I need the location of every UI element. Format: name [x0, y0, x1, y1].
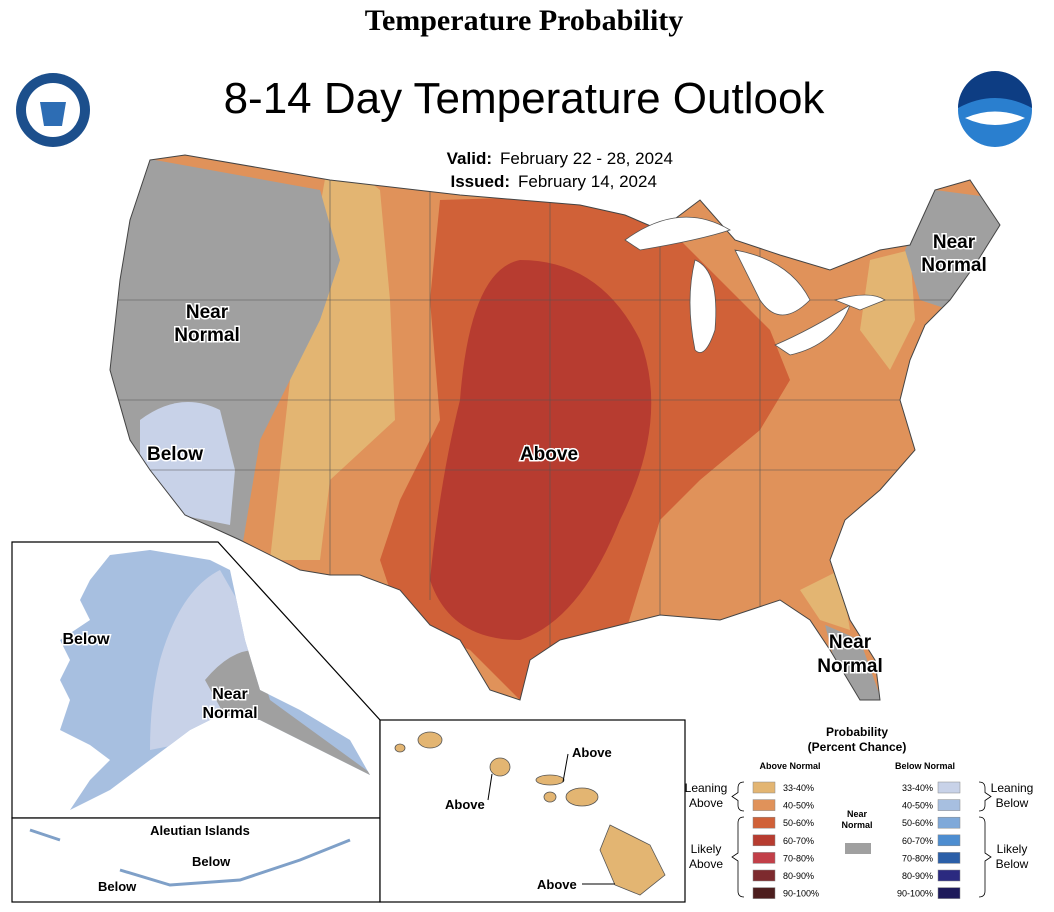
- legend-brace: [731, 781, 745, 812]
- legend-title: Probability (Percent Chance): [808, 725, 907, 754]
- legend-label: 60-70%: [902, 836, 933, 846]
- great-lakes: [624, 216, 886, 356]
- page-title: Temperature Probability: [365, 4, 684, 37]
- legend-swatch: [937, 781, 961, 794]
- aleutian-islands: [29, 828, 351, 887]
- legend-swatch: [752, 781, 776, 794]
- legend-group-line: Likely: [997, 842, 1028, 856]
- region-label: Above: [520, 444, 578, 465]
- legend-label: 90-100%: [783, 889, 819, 899]
- issued-label: Issued:: [450, 172, 510, 191]
- legend-group-line: Above: [689, 857, 723, 871]
- legend-label: 33-40%: [783, 783, 814, 793]
- legend-swatch: [752, 816, 776, 829]
- region-label: Below: [192, 854, 231, 869]
- legend-group: Likely Below: [996, 842, 1029, 871]
- legend-swatch: [937, 887, 961, 899]
- map-title: 8-14 Day Temperature Outlook: [224, 74, 826, 123]
- legend-label: 40-50%: [902, 801, 933, 811]
- legend-swatch: [937, 816, 961, 829]
- region-label: Above: [445, 797, 485, 812]
- legend-group: Likely Above: [689, 842, 723, 871]
- leader-lines: [487, 753, 615, 885]
- legend-swatch: [937, 799, 961, 811]
- region-label: Near Normal: [817, 632, 882, 677]
- legend-group-line: Below: [996, 796, 1029, 810]
- valid-dates: February 22 - 28, 2024: [500, 149, 673, 168]
- region-label: Above: [537, 877, 577, 892]
- inset-title: Aleutian Islands: [150, 823, 250, 838]
- legend-label: 50-60%: [783, 818, 814, 828]
- region-label: Below: [147, 444, 203, 465]
- legend-brace: [978, 781, 992, 812]
- noaa-logo: [958, 71, 1032, 147]
- legend-brace: [731, 816, 745, 898]
- conus-map: [110, 155, 1000, 700]
- legend-label: 60-70%: [783, 836, 814, 846]
- conus-outline: [109, 154, 1001, 701]
- legend-header: Above Normal: [759, 761, 820, 771]
- legend-swatch: [752, 834, 776, 847]
- legend-near: Near Normal: [841, 809, 872, 830]
- legend-group: Leaning Below: [991, 781, 1034, 810]
- legend-swatch: [752, 869, 776, 882]
- legend-group: Leaning Above: [685, 781, 728, 810]
- legend-swatch: [937, 852, 961, 864]
- legend-label: 70-80%: [902, 853, 933, 863]
- legend: Probability (Percent Chance) Above Normal…: [685, 725, 1034, 899]
- legend-label: 80-90%: [783, 871, 814, 881]
- legend-label: 50-60%: [902, 818, 933, 828]
- legend-group-line: Likely: [691, 842, 722, 856]
- region-label: Near Normal: [202, 686, 257, 722]
- legend-group-line: Leaning: [991, 781, 1034, 795]
- aleutian-inset: [11, 817, 381, 903]
- legend-label: 40-50%: [783, 801, 814, 811]
- region-label: Near Normal: [921, 232, 986, 276]
- legend-label: 80-90%: [902, 871, 933, 881]
- legend-label: 70-80%: [783, 853, 814, 863]
- legend-group-line: Leaning: [685, 781, 728, 795]
- region-label: Above: [572, 745, 612, 760]
- region-label: Below: [62, 631, 110, 648]
- legend-swatch: [845, 843, 871, 854]
- legend-group-line: Above: [689, 796, 723, 810]
- valid-label: Valid:: [447, 149, 492, 168]
- legend-header: Below Normal: [895, 761, 955, 771]
- legend-group-line: Below: [996, 857, 1029, 871]
- legend-swatch: [937, 834, 961, 847]
- legend-label: 33-40%: [902, 783, 933, 793]
- doc-logo: [16, 73, 90, 147]
- region-label: Below: [98, 879, 137, 894]
- legend-label: 90-100%: [897, 889, 933, 899]
- legend-swatch: [752, 799, 776, 811]
- issued-date: February 14, 2024: [518, 172, 657, 191]
- legend-swatch: [937, 869, 961, 882]
- hawaii-map: [394, 731, 666, 896]
- region-label: Near Normal: [174, 302, 239, 346]
- legend-swatch: [752, 887, 776, 899]
- legend-swatch: [752, 852, 776, 864]
- legend-brace: [978, 816, 992, 898]
